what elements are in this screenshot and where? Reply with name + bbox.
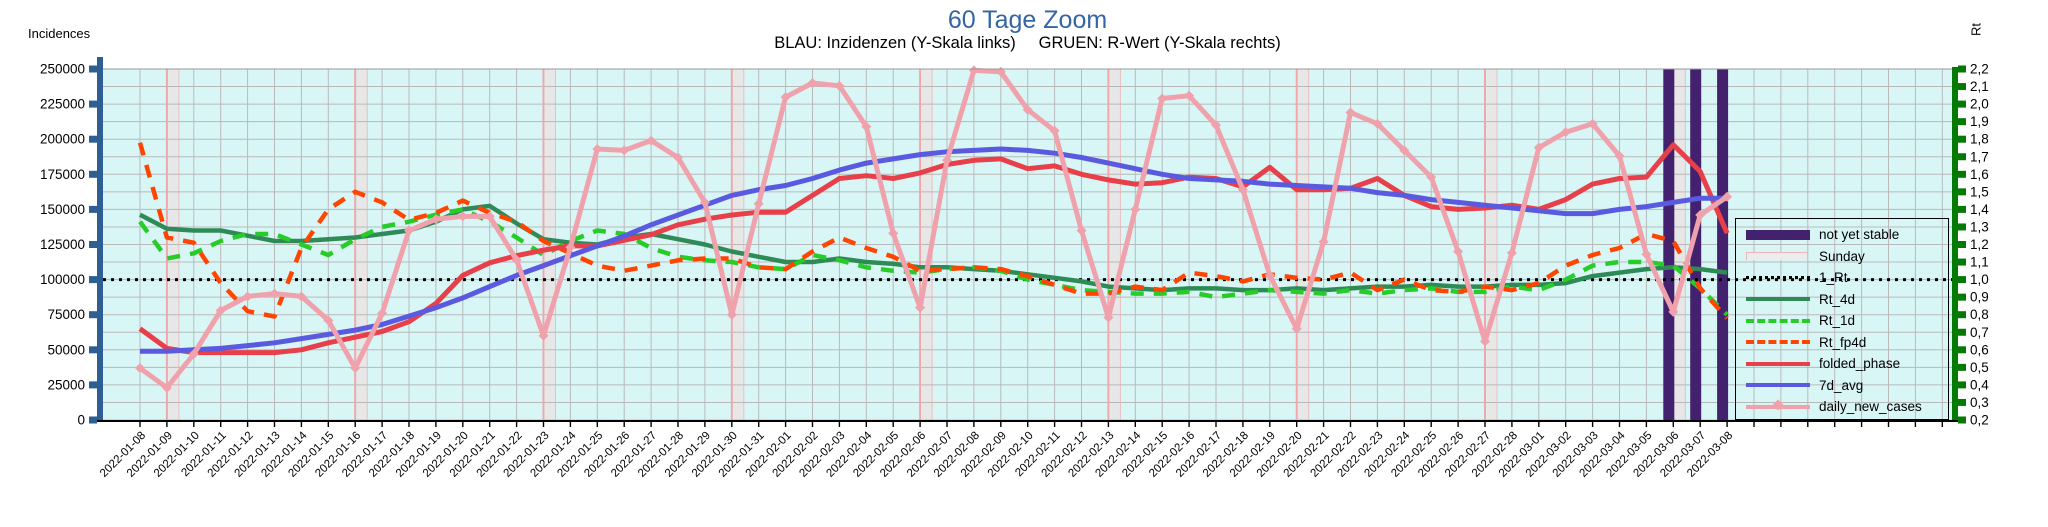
left-axis-tick-label: 175000 — [40, 167, 85, 182]
legend-item-1-rt: 1_Rt — [1746, 267, 1948, 289]
sunday-swatch-icon — [1746, 252, 1810, 261]
right-axis-tick-label: 0,8 — [1970, 307, 1989, 322]
legend-item-rt-fp4d: Rt_fp4d — [1746, 332, 1948, 354]
legend-item-rt-1d: Rt_1d — [1746, 310, 1948, 332]
left-axis-title: Incidences — [28, 26, 91, 41]
right-axis-tick-label: 0,3 — [1970, 395, 1989, 410]
right-axis: 2,2 2,1 2,0 1,9 1,8 1,7 1,6 1,5 1,4 1,3 1,2 1,1 1,0 0… — [1952, 62, 1989, 428]
right-axis-tick-label: 1,9 — [1970, 114, 1989, 129]
legend-label: daily_new_cases — [1819, 399, 1922, 415]
left-axis-tick-label: 50000 — [47, 342, 85, 357]
left-axis-tick-label: 225000 — [40, 97, 85, 112]
right-axis-tick-label: 1,1 — [1970, 255, 1989, 270]
right-axis-tick-label: 0,4 — [1970, 377, 1989, 392]
right-axis-tick-label: 1,7 — [1970, 149, 1989, 164]
rt-fp4d-swatch-icon — [1746, 340, 1810, 345]
chart-subtitle: BLAU: Inzidenzen (Y-Skala links) GRUEN: … — [774, 34, 1281, 52]
legend-label: Rt_4d — [1819, 291, 1856, 307]
legend-label: Rt_fp4d — [1819, 334, 1867, 350]
left-axis-tick-label: 200000 — [40, 132, 85, 147]
left-axis-tick-label: 250000 — [40, 62, 85, 77]
right-axis-tick-label: 1,3 — [1970, 219, 1989, 234]
1-rt-swatch-icon — [1746, 276, 1810, 280]
x-axis: 2022-01-082022-01-092022-01-102022-01-11… — [97, 420, 1958, 480]
right-axis-tick-label: 2,2 — [1970, 62, 1989, 77]
daily-new-cases-swatch-icon — [1746, 399, 1810, 411]
series-Rt_4d — [138, 203, 1728, 293]
legend-item-rt-4d: Rt_4d — [1746, 289, 1948, 311]
7d-avg-swatch-icon — [1746, 383, 1810, 388]
right-axis-tick-label: 1,6 — [1970, 167, 1989, 182]
legend-item-folded-phase: folded_phase — [1746, 353, 1948, 375]
right-axis-tick-label: 0,5 — [1970, 360, 1989, 375]
left-axis-tick-label: 0 — [77, 413, 85, 428]
legend-label: 7d_avg — [1819, 377, 1864, 393]
right-axis-tick-label: 1,5 — [1970, 184, 1989, 199]
rt-1d-swatch-icon — [1746, 318, 1810, 323]
left-axis-tick-label: 100000 — [40, 272, 85, 287]
right-axis-title: Rt — [1968, 23, 1984, 36]
legend-item-sunday: Sunday — [1746, 246, 1948, 268]
series-folded_phase — [138, 142, 1730, 356]
legend-item-7d-avg: 7d_avg — [1746, 375, 1948, 397]
left-axis-tick-label: 25000 — [47, 377, 85, 392]
legend-label: 1_Rt — [1819, 270, 1848, 286]
not-yet-stable-swatch-icon — [1746, 229, 1810, 240]
left-axis: 2500002250002000001750001500001250001000… — [40, 57, 103, 428]
right-axis-tick-label: 1,8 — [1970, 132, 1989, 147]
right-axis-tick-label: 0,9 — [1970, 290, 1989, 305]
not-yet-stable-bars — [1663, 69, 1729, 420]
legend: not yet stable Sunday 1_Rt Rt_4d Rt_1d R… — [1735, 218, 1949, 420]
left-axis-tick-label: 75000 — [47, 307, 85, 322]
left-axis-tick-label: 125000 — [40, 237, 85, 252]
left-axis-tick-label: 150000 — [40, 202, 85, 217]
right-axis-tick-label: 0,6 — [1970, 342, 1989, 357]
right-axis-tick-label: 1,4 — [1970, 202, 1989, 217]
chart-title: 60 Tage Zoom — [947, 6, 1108, 34]
legend-label: not yet stable — [1819, 227, 1900, 243]
legend-label: Sunday — [1819, 248, 1865, 264]
right-axis-tick-label: 2,0 — [1970, 97, 1989, 112]
right-axis-tick-label: 1,0 — [1970, 272, 1989, 287]
right-axis-tick-label: 0,2 — [1970, 413, 1989, 428]
rt-4d-swatch-icon — [1746, 297, 1810, 302]
right-axis-tick-label: 0,7 — [1970, 325, 1989, 340]
folded-phase-swatch-icon — [1746, 361, 1810, 366]
right-axis-tick-label: 1,2 — [1970, 237, 1989, 252]
legend-item-daily-new-cases: daily_new_cases — [1746, 396, 1948, 418]
series-7d_avg — [140, 146, 1728, 354]
legend-label: folded_phase — [1819, 356, 1901, 372]
legend-item-not-yet-stable: not yet stable — [1746, 224, 1948, 246]
series-daily_new_cases — [135, 65, 1733, 393]
legend-label: Rt_1d — [1819, 313, 1856, 329]
right-axis-tick-label: 2,1 — [1970, 79, 1989, 94]
series-Rt_fp4d — [137, 142, 1729, 320]
